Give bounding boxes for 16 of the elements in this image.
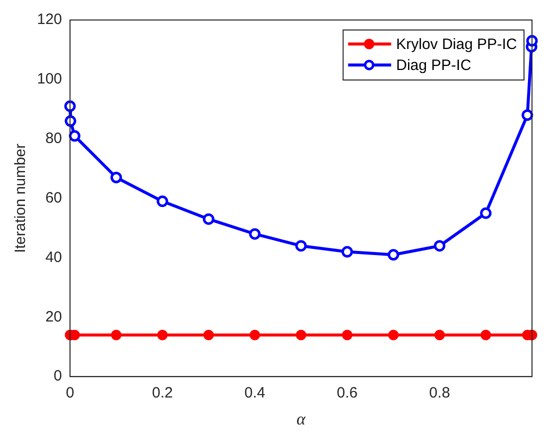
x-axis-title: α	[296, 409, 307, 428]
x-tick-label: 0.8	[429, 384, 450, 402]
legend-label: Krylov Diag PP-IC	[396, 36, 518, 54]
y-tick-label: 40	[45, 248, 62, 266]
y-tick-label: 120	[36, 11, 62, 28]
x-tick-label: 0.2	[152, 384, 173, 402]
x-tick-label: 0.4	[244, 384, 266, 402]
y-tick-label: 100	[36, 70, 62, 88]
legend-label: Diag PP-IC	[396, 57, 472, 74]
y-axis-title: Iteration number	[12, 144, 30, 253]
y-tick-label: 80	[45, 130, 62, 148]
x-tick-label: 0	[66, 384, 74, 402]
y-tick-label: 0	[54, 368, 62, 385]
x-tick-label: 0.6	[336, 384, 358, 402]
y-tick-label: 20	[45, 308, 62, 326]
y-tick-label: 60	[45, 189, 62, 206]
